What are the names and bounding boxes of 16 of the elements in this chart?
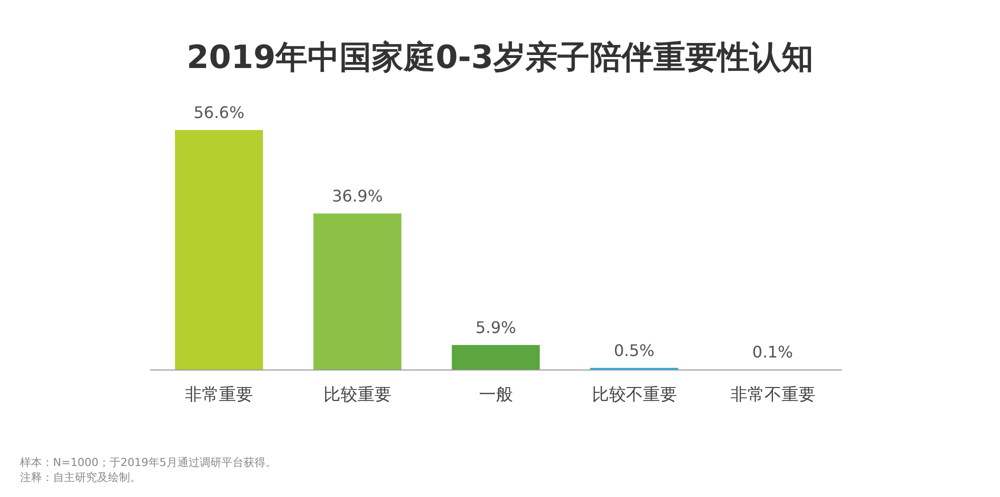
data-label: 0.1% <box>752 342 793 362</box>
bar <box>452 344 540 370</box>
data-label: 56.6% <box>194 103 244 122</box>
x-tick-label: 比较重要 <box>324 385 392 406</box>
x-tick-label: 比较不重要 <box>592 385 677 406</box>
x-tick-label: 非常不重要 <box>730 385 816 406</box>
data-label: 5.9% <box>475 318 516 337</box>
text: 样本：N=1000；于2019年5月通过调研平台获得。 <box>20 455 276 470</box>
text: 注释：自主研究及绘制。 <box>20 470 142 485</box>
bar <box>313 214 402 370</box>
x-tick-label: 非常重要 <box>185 385 254 406</box>
data-label: 0.5% <box>614 340 655 360</box>
chart-title: 2019年中国家庭0-3岁亲子陪伴重要性认知 <box>186 37 814 78</box>
bar <box>175 130 263 370</box>
x-tick-label: 一般 <box>479 385 513 406</box>
data-label: 36.9% <box>332 186 383 206</box>
